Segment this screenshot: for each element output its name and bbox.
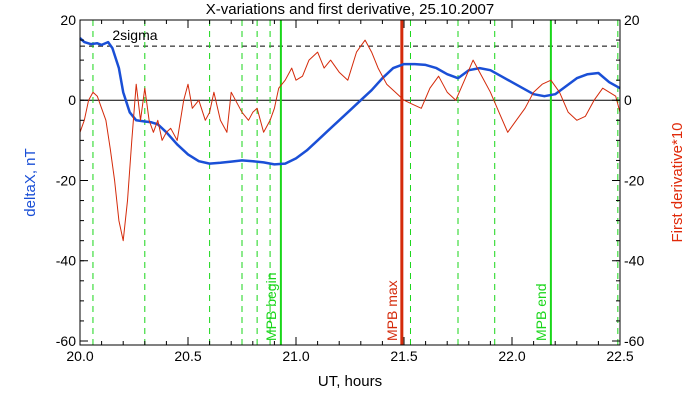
y-left-tick-label: -60 — [56, 333, 76, 349]
tick-layer: 20.0 20.5 21.0 21.5 22.0 22.5 20 20 0 0 -20 -20 -40 -… — [56, 12, 645, 364]
y-right-tick-label: -20 — [624, 172, 644, 188]
y-right-tick-label: 20 — [624, 12, 640, 28]
y-axis-right-label: First derivative*10 — [669, 122, 686, 242]
sigma-label: 2sigma — [112, 27, 157, 43]
y-left-tick-label: -40 — [56, 253, 76, 269]
deltax-series-line — [79, 37, 621, 166]
x-tick-label: 22.0 — [498, 348, 525, 364]
y-left-tick-label: 0 — [68, 92, 76, 108]
y-left-tick-label: 20 — [60, 12, 76, 28]
y-left-tick-label: -20 — [56, 172, 76, 188]
derivative-series-line — [79, 39, 621, 242]
plot-area — [79, 20, 621, 345]
x-tick-label: 20.0 — [66, 348, 93, 364]
mpb-marker-label: MPB end — [533, 283, 549, 341]
x-axis-label: UT, hours — [318, 373, 382, 390]
x-tick-label: 21.0 — [282, 348, 309, 364]
annotation-layer: MPB begin MPB max MPB end — [263, 273, 549, 341]
chart-title: X-variations and first derivative, 25.10… — [206, 1, 495, 18]
x-tick-label: 20.5 — [174, 348, 201, 364]
y-right-tick-label: -60 — [624, 333, 644, 349]
mpb-marker-label: MPB begin — [263, 273, 279, 341]
x-tick-label: 22.5 — [606, 348, 633, 364]
y-axis-left-label: deltaX, nT — [22, 148, 39, 216]
y-right-tick-label: 0 — [624, 92, 632, 108]
mpb-marker-label: MPB max — [384, 280, 400, 341]
plot-frame — [79, 19, 621, 346]
x-tick-label: 21.5 — [390, 348, 417, 364]
y-right-tick-label: -40 — [624, 253, 644, 269]
